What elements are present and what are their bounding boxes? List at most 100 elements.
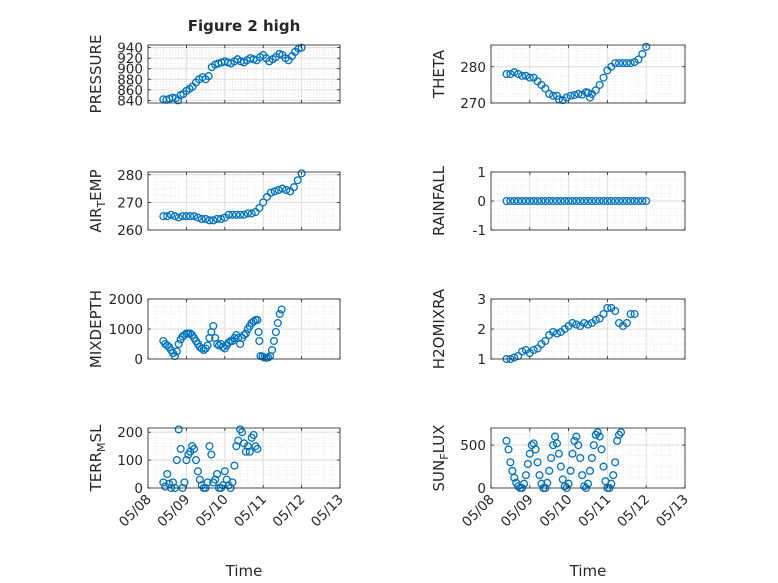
data-point bbox=[618, 59, 627, 68]
data-point bbox=[166, 210, 176, 219]
data-point bbox=[622, 318, 631, 328]
data-point bbox=[197, 214, 206, 224]
data-point bbox=[556, 196, 565, 206]
data-point bbox=[560, 196, 569, 206]
y-tick-label: 940 bbox=[117, 41, 143, 57]
data-point bbox=[201, 214, 210, 224]
data-point bbox=[168, 478, 178, 487]
data-point bbox=[514, 69, 523, 79]
data-point bbox=[595, 196, 604, 206]
data-point bbox=[533, 196, 542, 206]
data-point bbox=[642, 196, 651, 206]
data-point bbox=[593, 428, 602, 437]
y-tick-label: 100 bbox=[117, 453, 143, 469]
data-point bbox=[220, 467, 229, 476]
data-point bbox=[638, 196, 647, 206]
data-point bbox=[562, 93, 571, 102]
data-point bbox=[572, 320, 581, 329]
data-point bbox=[190, 212, 199, 221]
y-tick-label: 2 bbox=[477, 322, 486, 338]
data-point bbox=[238, 428, 247, 437]
data-point bbox=[506, 69, 515, 79]
data-point bbox=[209, 321, 218, 331]
y-axis-label: TERRMSL bbox=[87, 424, 108, 493]
data-point bbox=[611, 59, 620, 68]
data-point bbox=[241, 329, 250, 338]
data-point bbox=[239, 210, 249, 219]
data-point bbox=[603, 196, 612, 206]
data-point bbox=[249, 317, 258, 326]
data-point bbox=[523, 459, 532, 469]
y-tick-label: 920 bbox=[117, 51, 143, 67]
data-point bbox=[533, 458, 542, 467]
data-point bbox=[603, 303, 612, 313]
data-point bbox=[545, 196, 554, 206]
data-point bbox=[205, 442, 214, 451]
data-point bbox=[634, 196, 643, 206]
y-tick-label: 280 bbox=[460, 60, 486, 76]
data-point bbox=[568, 449, 577, 458]
y-tick-label: 260 bbox=[117, 223, 143, 239]
data-point bbox=[228, 478, 237, 487]
data-point bbox=[180, 478, 189, 487]
data-point bbox=[578, 471, 587, 480]
data-point bbox=[545, 466, 554, 475]
x-axis-label: Time bbox=[225, 562, 263, 580]
data-point bbox=[570, 90, 579, 100]
y-tick-label: 1 bbox=[477, 352, 486, 368]
y-tick-label: 270 bbox=[460, 96, 486, 112]
data-point bbox=[626, 309, 635, 319]
data-point bbox=[642, 42, 651, 51]
data-point bbox=[253, 444, 262, 453]
data-point bbox=[241, 447, 250, 456]
data-point bbox=[580, 196, 589, 206]
data-point bbox=[626, 59, 635, 68]
data-point bbox=[547, 453, 556, 463]
data-point bbox=[525, 449, 534, 458]
data-point bbox=[597, 445, 606, 454]
data-point bbox=[216, 214, 226, 224]
data-point bbox=[599, 196, 608, 206]
data-point bbox=[541, 196, 550, 206]
data-point bbox=[211, 475, 220, 484]
data-point bbox=[230, 461, 239, 470]
data-point bbox=[638, 50, 647, 59]
y-tick-label: 0 bbox=[477, 194, 486, 210]
data-point bbox=[232, 210, 241, 219]
data-point bbox=[224, 210, 233, 219]
y-tick-label: 0 bbox=[477, 481, 486, 497]
data-point bbox=[591, 315, 600, 325]
subplot-4: -1 0 1 RAINFALL bbox=[430, 165, 686, 239]
data-point bbox=[254, 327, 263, 337]
data-point bbox=[616, 428, 626, 437]
data-point bbox=[595, 80, 604, 89]
data-point bbox=[591, 196, 600, 206]
data-point bbox=[271, 327, 280, 337]
data-point bbox=[255, 336, 264, 346]
data-point bbox=[193, 467, 202, 476]
data-point bbox=[213, 214, 222, 224]
data-point bbox=[607, 196, 616, 206]
data-point bbox=[243, 442, 252, 451]
data-point bbox=[552, 196, 562, 206]
data-point bbox=[585, 466, 594, 475]
chart-title: Figure 2 high bbox=[188, 17, 301, 35]
y-axis-label: MIXDEPTH bbox=[87, 290, 105, 368]
data-point bbox=[502, 69, 511, 79]
data-series bbox=[502, 303, 639, 364]
data-point bbox=[172, 347, 181, 356]
data-point bbox=[510, 473, 519, 482]
data-point bbox=[249, 430, 258, 440]
data-point bbox=[589, 441, 598, 450]
y-tick-label: 860 bbox=[117, 83, 143, 99]
data-point bbox=[178, 212, 187, 221]
data-point bbox=[165, 479, 174, 488]
data-point bbox=[180, 330, 189, 340]
data-point bbox=[572, 196, 581, 206]
data-point bbox=[587, 196, 596, 206]
data-point bbox=[552, 439, 562, 448]
data-point bbox=[583, 320, 593, 329]
y-tick-label: 2000 bbox=[109, 292, 143, 308]
